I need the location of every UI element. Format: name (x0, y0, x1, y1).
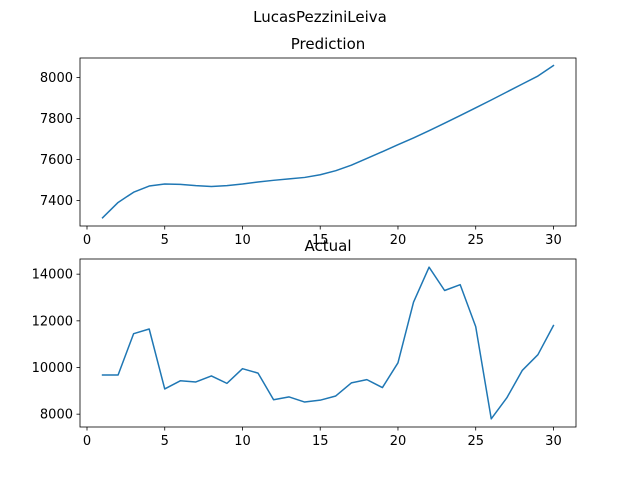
actual-y-ticks: 8000 10000 12000 14000 (32, 268, 80, 423)
actual-series-line (101, 266, 555, 420)
prediction-series-layer (101, 64, 555, 219)
actual-x-tick-label: 5 (161, 434, 169, 449)
actual-x-tick-label: 0 (83, 434, 91, 449)
prediction-x-tick-label: 15 (312, 233, 329, 248)
prediction-series-line (101, 64, 555, 219)
prediction-chart-title: Prediction (291, 35, 366, 53)
actual-axes-frame (79, 258, 577, 428)
prediction-x-tick-label: 10 (234, 233, 251, 248)
prediction-axes-frame (79, 57, 577, 227)
prediction-chart: Prediction 0 5 10 15 20 25 30 7400 7600 7800 8000 (40, 35, 577, 248)
prediction-y-ticks: 7400 7600 7800 8000 (40, 71, 80, 209)
actual-x-tick-label: 15 (312, 434, 329, 449)
prediction-y-tick-label: 7800 (40, 112, 73, 127)
prediction-x-tick-label: 5 (161, 233, 169, 248)
prediction-x-tick-label: 0 (83, 233, 91, 248)
actual-series-layer (101, 266, 555, 420)
prediction-x-tick-label: 20 (390, 233, 407, 248)
prediction-x-tick-label: 25 (467, 233, 484, 248)
actual-y-tick-label: 12000 (32, 314, 73, 329)
actual-chart-title: Actual (305, 237, 352, 255)
actual-x-tick-label: 20 (390, 434, 407, 449)
actual-x-tick-label: 30 (545, 434, 562, 449)
prediction-y-tick-label: 7600 (40, 153, 73, 168)
actual-chart: Actual 0 5 10 15 20 25 30 8000 10000 12000 14000 (32, 237, 577, 449)
prediction-y-tick-label: 7400 (40, 194, 73, 209)
actual-y-tick-label: 10000 (32, 361, 73, 376)
prediction-y-tick-label: 8000 (40, 71, 73, 86)
figure-suptitle: LucasPezziniLeiva (253, 8, 387, 26)
actual-x-tick-label: 25 (467, 434, 484, 449)
actual-y-tick-label: 8000 (40, 408, 73, 423)
actual-y-tick-label: 14000 (32, 268, 73, 283)
actual-x-tick-label: 10 (234, 434, 251, 449)
actual-x-ticks: 0 5 10 15 20 25 30 (83, 427, 562, 449)
prediction-x-ticks: 0 5 10 15 20 25 30 (83, 226, 562, 248)
prediction-x-tick-label: 30 (545, 233, 562, 248)
